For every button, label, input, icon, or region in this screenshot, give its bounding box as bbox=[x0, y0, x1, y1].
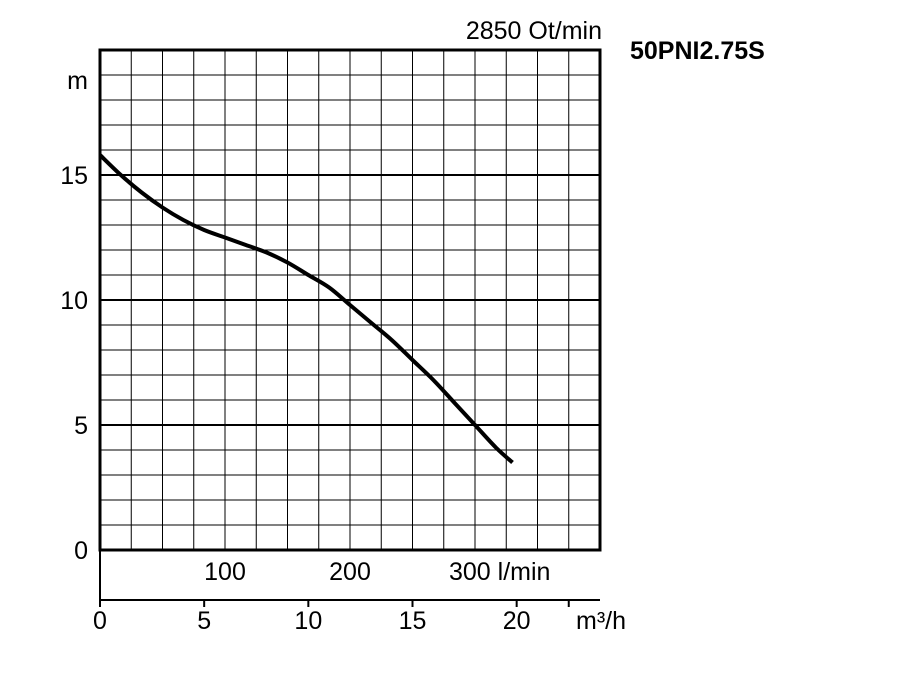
secondary-x-tick-label: 200 bbox=[329, 558, 371, 586]
model-title: 50PNI2.75S bbox=[630, 37, 765, 65]
tick-labels: 2850 Ot/min 50PNI2.75S m m³/h 0 5 10 15 0 5 10… bbox=[60, 17, 765, 635]
plot-area-border bbox=[98, 48, 602, 552]
y-tick-label: 10 bbox=[60, 287, 88, 315]
x-tick-label: 10 bbox=[294, 607, 322, 635]
y-tick-label: 5 bbox=[74, 412, 88, 440]
speed-label: 2850 Ot/min bbox=[466, 17, 602, 45]
secondary-x-tick-label: 100 bbox=[204, 558, 246, 586]
y-axis-unit-label: m bbox=[67, 67, 88, 95]
y-tick-label: 15 bbox=[60, 162, 88, 190]
secondary-x-tick-label: 300 l/min bbox=[449, 558, 550, 586]
x-tick-label: 20 bbox=[503, 607, 531, 635]
y-tick-label: 0 bbox=[74, 537, 88, 565]
x-tick-label: 15 bbox=[399, 607, 427, 635]
plot-frame bbox=[98, 48, 602, 607]
grid bbox=[100, 50, 600, 550]
x-tick-label: 0 bbox=[93, 607, 107, 635]
head-flow-curve bbox=[98, 153, 514, 464]
curve-layer bbox=[98, 153, 514, 464]
x-axis-unit-label: m³/h bbox=[576, 607, 626, 635]
x-tick-label: 5 bbox=[197, 607, 211, 635]
